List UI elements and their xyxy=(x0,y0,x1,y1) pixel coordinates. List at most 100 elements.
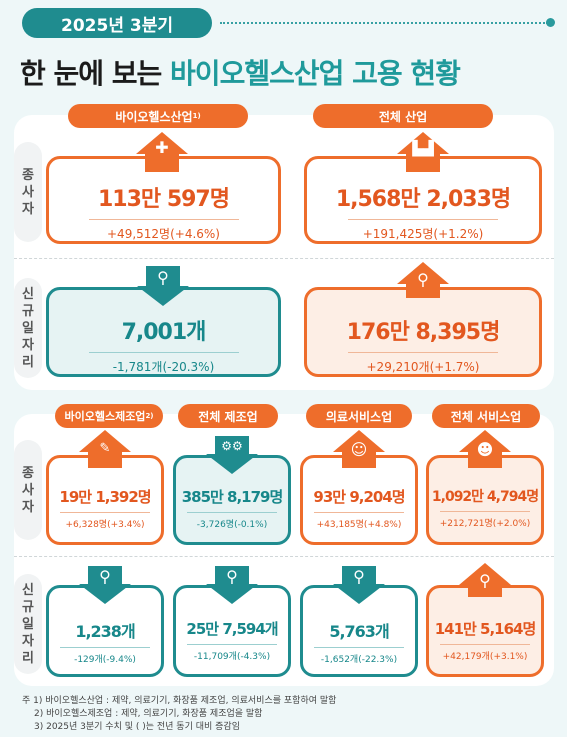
row-label-employees-text: 종 사 자 xyxy=(22,465,34,515)
medical-jobs-change: -1,652개(-22.3%) xyxy=(320,655,398,665)
all-service-jobs-card: 141만 5,164명 +42,179개(+3.1%) xyxy=(426,585,544,677)
card-rule xyxy=(348,352,498,353)
arrow-body xyxy=(88,566,122,584)
card-rule xyxy=(60,512,150,513)
bio-mfg-employees-value: 19만 1,392명 xyxy=(59,488,151,506)
medical-employees-change: +43,185명(+4.8%) xyxy=(316,520,402,530)
people-magnifier-icon: ⚲ xyxy=(353,567,365,586)
house-body xyxy=(88,452,122,468)
all-jobs-value: 176만 8,395명 xyxy=(346,320,501,345)
house-roof xyxy=(459,563,511,585)
bio-mfg-jobs-value: 1,238개 xyxy=(75,622,135,641)
row-label-employees: 종 사 자 xyxy=(14,440,42,540)
quarter-badge: 2025년 3분기 xyxy=(22,8,212,38)
house-roof xyxy=(459,430,511,452)
row-label-new-jobs: 신 규 일 자 리 xyxy=(14,278,42,378)
card-rule xyxy=(88,219,239,220)
footnote: 2) 바이오헬스제조업 : 제약, 의료기기, 화장품 제조업을 말함 xyxy=(34,709,263,719)
bio-label-text: 바이오헬스산업 xyxy=(115,109,193,124)
pills-syringe-icon: ✎ xyxy=(99,441,111,456)
all-employees-change: +191,425명(+1.2%) xyxy=(362,227,484,241)
all-mfg-jobs-change: -11,709개(-4.3%) xyxy=(193,652,271,662)
bio-mfg-label-sup: 2) xyxy=(145,412,154,420)
all-service-label: 전체 서비스업 xyxy=(432,404,540,428)
dot-end xyxy=(546,18,555,27)
house-roof xyxy=(79,430,131,452)
arrow-down xyxy=(206,454,258,474)
title-accent: 바이오헬스산업 고용 현황 xyxy=(170,57,461,90)
house-body xyxy=(342,452,376,468)
footnote: 3) 2025년 3분기 수치 및 ( )는 전년 동기 대비 증감임 xyxy=(34,722,240,732)
title-prefix: 한 눈에 보는 xyxy=(20,57,171,90)
all-jobs-change: +29,210개(+1.7%) xyxy=(366,360,480,374)
all-employees-card: 1,568만 2,033명 +191,425명(+1.2%) xyxy=(304,156,542,244)
divider xyxy=(14,258,554,259)
bio-mfg-label-text: 바이오헬스제조업 xyxy=(64,410,146,423)
arrow-down xyxy=(206,584,258,604)
footnote: 주 1) 바이오헬스산업 : 제약, 의료기기, 화장품 제조업, 의료서비스를… xyxy=(22,696,337,706)
bio-employees-change: +49,512명(+4.6%) xyxy=(107,227,220,241)
people-magnifier-icon: ⚲ xyxy=(157,268,169,287)
worker-icon: ☻ xyxy=(476,440,494,459)
medical-employees-card: 93만 9,204명 +43,185명(+4.8%) xyxy=(300,455,418,545)
card-rule xyxy=(187,644,277,645)
house-roof xyxy=(333,430,385,452)
house-body xyxy=(468,452,502,468)
arrow-down xyxy=(79,584,131,604)
all-mfg-jobs-value: 25만 7,594개 xyxy=(186,620,278,638)
footnotes: 주 1) 바이오헬스산업 : 제약, 의료기기, 화장품 제조업, 의료서비스를… xyxy=(22,695,336,734)
medical-employees-value: 93만 9,204명 xyxy=(313,488,405,506)
card-rule xyxy=(348,219,498,220)
nurse-icon: ☺ xyxy=(350,440,368,459)
divider xyxy=(14,556,554,557)
card-rule xyxy=(88,352,239,353)
row-label-jobs-text: 신 규 일 자 리 xyxy=(22,286,34,370)
all-service-employees-value: 1,092만 4,794명 xyxy=(431,489,539,505)
card-rule xyxy=(60,647,150,648)
house-roof xyxy=(397,132,449,154)
house-body xyxy=(406,154,440,172)
all-mfg-employees-change: -3,726명(-0.1%) xyxy=(196,520,268,530)
people-magnifier-icon: ⚲ xyxy=(417,270,429,289)
house-body xyxy=(145,154,179,172)
arrow-body xyxy=(215,566,249,584)
bio-mfg-employees-change: +6,328명(+3.4%) xyxy=(65,520,145,530)
all-industry-label: 전체 산업 xyxy=(313,104,493,128)
all-service-employees-change: +212,721명(+2.0%) xyxy=(439,519,531,529)
factory-icon: ▙▟ xyxy=(412,141,434,157)
arrow-body xyxy=(215,436,249,454)
bio-manufacturing-label: 바이오헬스제조업 2) xyxy=(55,404,163,428)
card-rule xyxy=(440,511,530,512)
bio-industry-label: 바이오헬스산업 1) xyxy=(68,104,248,128)
card-rule xyxy=(314,512,404,513)
arrow-down xyxy=(333,584,385,604)
house-body xyxy=(406,284,440,298)
all-service-jobs-change: +42,179개(+3.1%) xyxy=(442,652,528,662)
bio-jobs-change: -1,781개(-20.3%) xyxy=(112,360,215,374)
all-employees-value: 1,568만 2,033명 xyxy=(335,187,511,212)
people-magnifier-icon: ⚲ xyxy=(226,567,238,586)
row-label-employees: 종 사 자 xyxy=(14,142,42,242)
arrow-down xyxy=(137,286,189,306)
house-roof xyxy=(136,132,188,154)
bio-mfg-employees-card: 19만 1,392명 +6,328명(+3.4%) xyxy=(46,455,164,545)
row-label-jobs-text: 신 규 일 자 리 xyxy=(22,582,34,666)
arrow-body xyxy=(342,566,376,584)
arrow-body xyxy=(146,266,180,286)
medical-jobs-value: 5,763개 xyxy=(329,622,389,641)
card-rule xyxy=(440,644,530,645)
house-roof xyxy=(397,262,449,284)
bio-jobs-value: 7,001개 xyxy=(121,320,207,345)
bio-employees-value: 113만 597명 xyxy=(98,187,230,212)
dotted-line xyxy=(220,22,548,24)
all-mfg-employees-value: 385만 8,179명 xyxy=(181,488,284,506)
medical-kit-icon: ✚ xyxy=(155,138,169,157)
all-service-employees-card: 1,092만 4,794명 +212,721명(+2.0%) xyxy=(426,455,544,545)
page-title: 한 눈에 보는 바이오헬스산업 고용 현황 xyxy=(20,52,550,92)
row-label-new-jobs: 신 규 일 자 리 xyxy=(14,574,42,674)
row-label-employees-text: 종 사 자 xyxy=(22,167,34,217)
people-magnifier-icon: ⚲ xyxy=(479,571,491,590)
conveyor-icon: ⚙⚙ xyxy=(221,439,243,453)
medical-service-label: 의료서비스업 xyxy=(306,404,412,428)
